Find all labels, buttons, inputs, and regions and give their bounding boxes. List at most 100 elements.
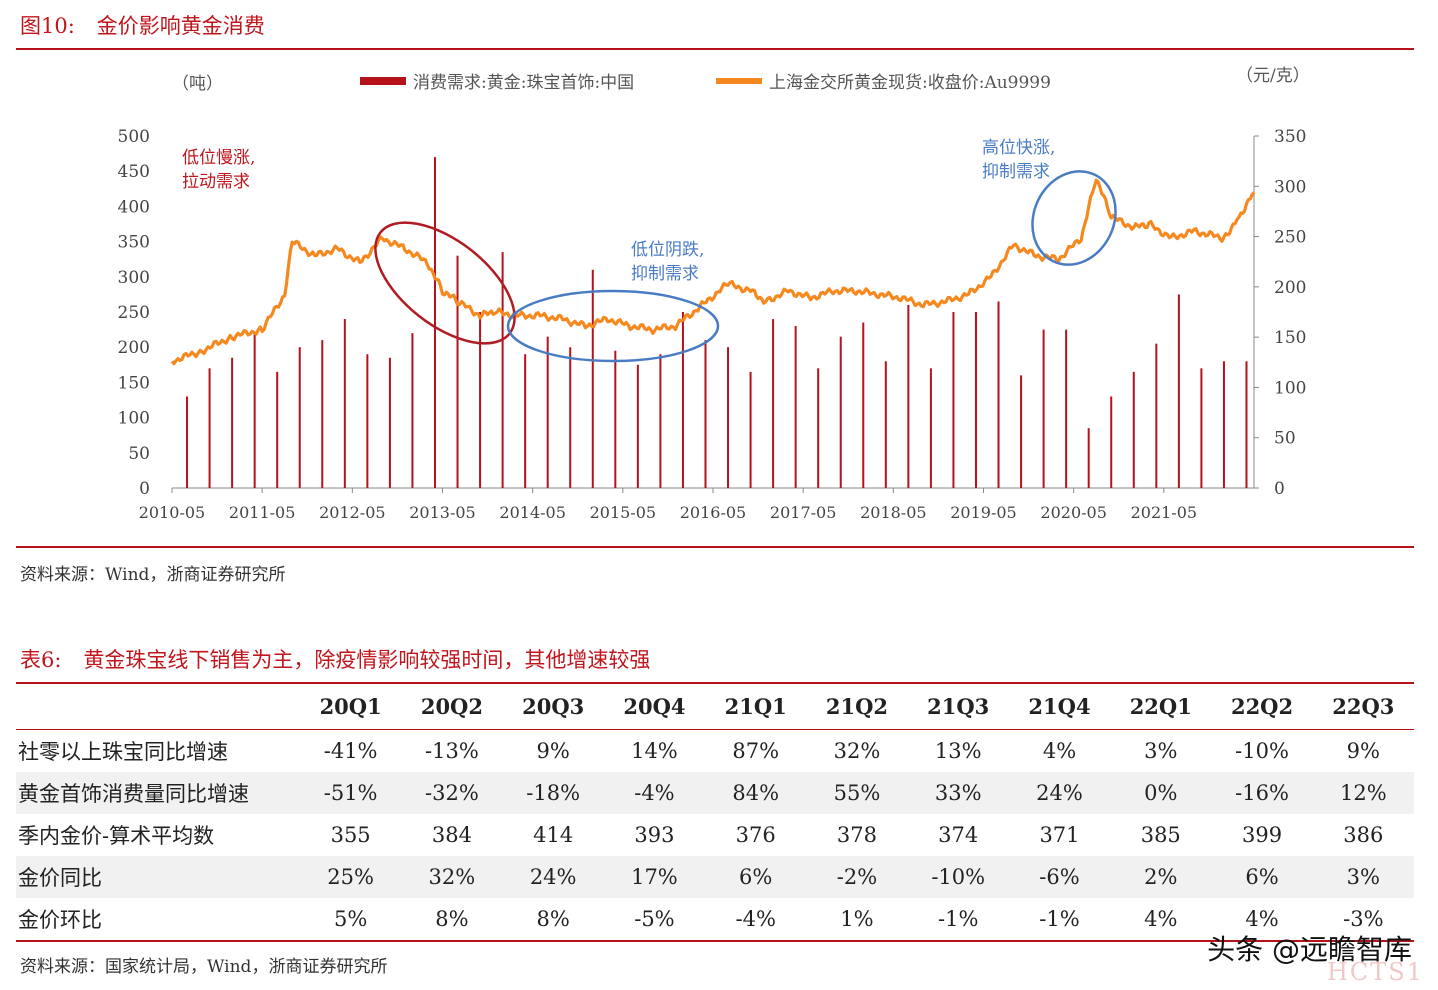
bar [952, 312, 955, 488]
table-cell: -13% [425, 739, 479, 763]
bar [208, 368, 211, 488]
table-cell: 33% [907, 772, 1009, 814]
table-header-cell: 20Q4 [603, 682, 706, 730]
row-label: 季内金价-算术平均数 [18, 824, 215, 848]
table-cell: 32% [401, 856, 503, 898]
right-tick-label: 100 [1274, 378, 1306, 398]
table-header-cell: 20Q3 [502, 682, 604, 730]
bar [1087, 428, 1090, 488]
price-line [170, 178, 1256, 366]
ellipse-slow-fall [506, 289, 720, 363]
legend-line-swatch [716, 78, 762, 84]
bar [388, 357, 391, 488]
data-table: 20Q1 20Q2 20Q3 20Q4 21Q1 21Q2 21Q3 21Q4 … [16, 682, 1414, 942]
table-cell: 5% [300, 898, 402, 942]
figure-top-rule [16, 48, 1414, 50]
bar [772, 319, 775, 488]
table-cell: -4% [705, 898, 807, 942]
bar [433, 157, 436, 488]
table-cell: 4% [1110, 898, 1212, 942]
bar [1110, 396, 1113, 488]
bar [411, 333, 414, 488]
annotation-text: 高位快涨, [982, 138, 1055, 158]
x-tick-label: 2010-05 [139, 503, 205, 522]
ellipse-slow-rise [374, 221, 516, 345]
bar [276, 371, 279, 488]
table-source: 资料来源：国家统计局，Wind，浙商证券研究所 [20, 957, 388, 977]
bar [839, 336, 842, 488]
table-cell: 385 [1140, 823, 1181, 847]
table-cell: -6% [1008, 856, 1111, 898]
bar [366, 354, 369, 488]
table-cell: 84% [705, 772, 807, 814]
table-cell: 9% [536, 739, 570, 763]
table-cell: 3% [1312, 856, 1414, 898]
bar [1222, 361, 1225, 488]
table-row: 黄金首饰消费量同比增速 -51% -32% -18% -4% 84% 55% 33% 24% 0%… [16, 772, 1414, 814]
table-header-row: 20Q1 20Q2 20Q3 20Q4 21Q1 21Q2 21Q3 21Q4 … [16, 682, 1414, 730]
table-cell: -3% [1312, 898, 1414, 942]
table-cell: 393 [634, 823, 675, 847]
table-cell: 14% [631, 739, 678, 763]
bar [1132, 371, 1135, 488]
figure-label: 图10: [20, 14, 75, 38]
table-cell: -4% [603, 772, 706, 814]
bar [1020, 375, 1023, 488]
right-tick-label: 250 [1274, 228, 1306, 248]
bar [231, 357, 234, 488]
right-tick-label: 50 [1274, 429, 1296, 449]
table-cell: 376 [735, 823, 776, 847]
bar [1177, 294, 1180, 488]
table-cell: 384 [431, 823, 472, 847]
annotation-text: 拉动需求 [182, 172, 250, 192]
figure-title: 图10: 金价影响黄金消费 [20, 10, 265, 40]
table-cell: -32% [401, 772, 503, 814]
table-header-cell: 21Q3 [907, 682, 1009, 730]
table-cell: -51% [300, 772, 402, 814]
left-tick-label: 400 [118, 197, 150, 217]
right-tick-label: 350 [1274, 127, 1306, 147]
table-cell: -18% [502, 772, 604, 814]
figure-bottom-rule [16, 546, 1414, 548]
table-header-cell: 21Q1 [705, 682, 807, 730]
x-tick-label: 2011-05 [229, 503, 295, 522]
table-cell: 17% [603, 856, 706, 898]
table-cell: 1% [806, 898, 908, 942]
bar [321, 340, 324, 488]
annotation-text: 低位阴跌, [631, 240, 704, 260]
right-tick-label: 300 [1274, 177, 1306, 197]
right-tick-label: 150 [1274, 328, 1306, 348]
table-cell: -5% [603, 898, 706, 942]
bar [636, 364, 639, 488]
x-tick-label: 2015-05 [590, 503, 656, 522]
legend-line-label: 上海金交所黄金现货:收盘价:Au9999 [769, 73, 1051, 93]
table-header-cell: 20Q1 [300, 682, 402, 730]
table-cell: 371 [1039, 823, 1080, 847]
left-tick-label: 50 [128, 444, 150, 464]
table-title-text: 黄金珠宝线下销售为主，除疫情影响较强时间，其他增速较强 [83, 648, 651, 672]
bar [1200, 368, 1203, 488]
x-tick-label: 2017-05 [770, 503, 836, 522]
table-cell: 374 [938, 823, 979, 847]
table-cell: 0% [1110, 772, 1212, 814]
legend-bar-label: 消费需求:黄金:珠宝首饰:中国 [413, 73, 634, 93]
table-cell: -41% [323, 739, 378, 763]
bar [253, 333, 256, 488]
table-cell: -2% [806, 856, 908, 898]
table-cell: 55% [806, 772, 908, 814]
bar [298, 347, 301, 488]
table-cell: 4% [1211, 898, 1313, 942]
watermark: 头条 @远瞻智库 [1207, 933, 1412, 966]
bar [569, 347, 572, 488]
table-row: 社零以上珠宝同比增速 -41% -13% 9% 14% 87% 32% 13% 4% 3% -10%… [16, 730, 1414, 773]
bar [501, 252, 504, 488]
ellipse-fast-rise [1031, 170, 1117, 266]
table-cell: 25% [300, 856, 402, 898]
left-tick-label: 150 [118, 373, 150, 393]
table-header-cell: 20Q2 [401, 682, 503, 730]
annotation-text: 低位慢涨, [182, 147, 255, 168]
row-label: 黄金首饰消费量同比增速 [16, 772, 300, 814]
bar [862, 322, 865, 488]
left-tick-label: 0 [139, 479, 150, 499]
bar [749, 371, 752, 488]
